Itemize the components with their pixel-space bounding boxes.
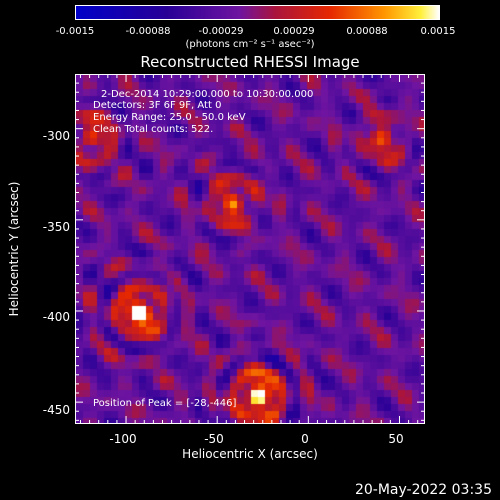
y-tick-label: -350 — [42, 220, 70, 234]
x-tick-label: -50 — [204, 432, 224, 446]
colorbar-tick: 0.00088 — [346, 26, 388, 37]
detectors-label: Detectors: 3F 6F 9F, Att 0 — [93, 100, 222, 111]
time-range-label: 2-Dec-2014 10:29:00.000 to 10:30:00.000 — [101, 89, 314, 100]
colorbar-tick: -0.00029 — [198, 26, 244, 37]
energy-range-label: Energy Range: 25.0 - 50.0 keV — [93, 112, 246, 123]
y-tick-label: -450 — [42, 403, 70, 417]
y-axis-label: Heliocentric Y (arcsec) — [7, 181, 21, 317]
x-tick-label: -100 — [109, 432, 137, 446]
colorbar-tick: 0.00029 — [273, 26, 315, 37]
colorbar-tick: 0.0015 — [420, 26, 456, 37]
peak-position-label: Position of Peak = [-28,-446] — [93, 398, 237, 409]
rhessi-image — [75, 74, 425, 424]
plot-title: Reconstructed RHESSI Image — [140, 53, 360, 71]
heatmap-canvas — [76, 75, 424, 423]
x-tick-label: 50 — [388, 432, 404, 446]
clean-counts-label: Clean Total counts: 522. — [93, 124, 214, 135]
x-axis-label: Heliocentric X (arcsec) — [182, 447, 318, 461]
y-tick-label: -300 — [42, 129, 70, 143]
x-tick-label: 0 — [301, 432, 309, 446]
y-tick-label: -400 — [42, 310, 70, 324]
datestamp: 20-May-2022 03:35 — [354, 482, 492, 498]
colorbar-tick: -0.00088 — [125, 26, 171, 37]
colorbar — [75, 5, 440, 20]
colorbar-units: (photons cm⁻² s⁻¹ asec⁻²) — [185, 39, 315, 50]
colorbar-tick: -0.0015 — [55, 26, 95, 37]
